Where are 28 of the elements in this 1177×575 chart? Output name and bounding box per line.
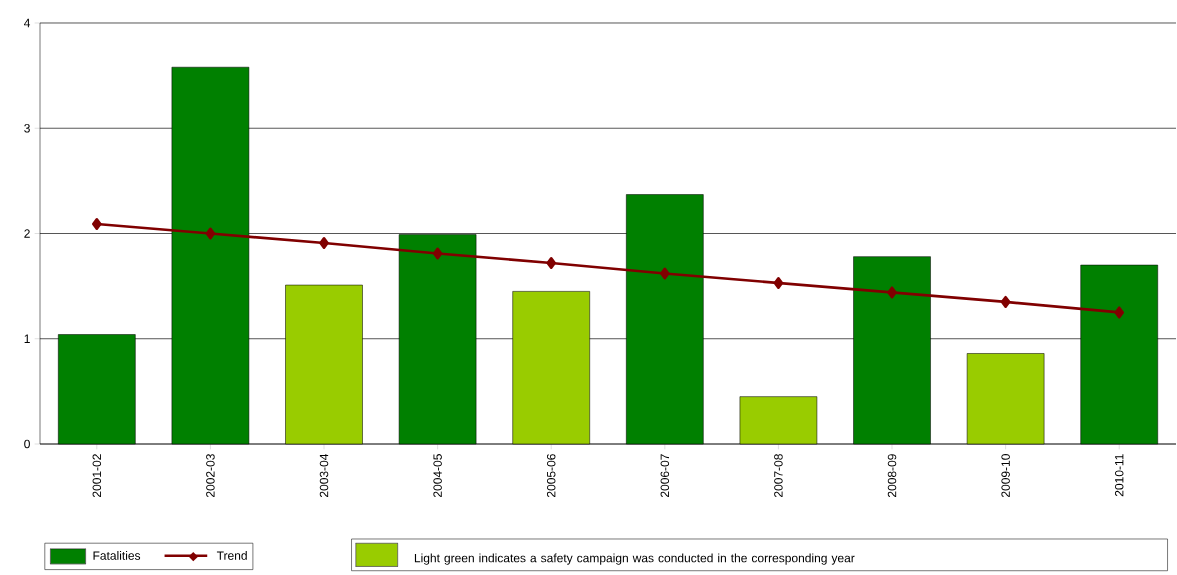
x-tick-label: 2006-07: [660, 454, 670, 498]
point: [432, 247, 443, 260]
y-tick-label: 3: [24, 124, 30, 133]
y-tick-label: 0: [24, 439, 30, 449]
x-tick-label: 2002-03: [206, 454, 215, 498]
text: Light green indicates a safety campaign was conducted in the corresponding year: [414, 553, 855, 565]
point: [659, 267, 670, 280]
x-tick-label: 2009-10: [1001, 454, 1010, 498]
x-tick-label: 2008-09: [887, 454, 897, 498]
x-tick-label: 2005-06: [546, 454, 556, 498]
legend-label: Fatalities: [93, 551, 141, 560]
point: [1114, 306, 1125, 319]
point: [91, 218, 102, 231]
x-tick-label: 2001-02: [92, 454, 102, 498]
point: [887, 286, 897, 299]
legend-label: Trend: [216, 551, 247, 560]
y-tick-label: 4: [24, 18, 31, 28]
point: [773, 276, 784, 289]
x-tick-label: 2004-05: [433, 454, 442, 498]
y-tick-label: 2: [24, 229, 30, 238]
x-tick-label: 2010-11: [1114, 454, 1124, 497]
x-tick-label: 2007-08: [774, 454, 783, 498]
y-tick-label: 1: [24, 334, 30, 343]
x-tick-label: 2003-04: [319, 453, 329, 498]
point: [546, 256, 557, 269]
point: [1000, 295, 1011, 308]
point: [319, 236, 329, 249]
point: [205, 227, 216, 240]
